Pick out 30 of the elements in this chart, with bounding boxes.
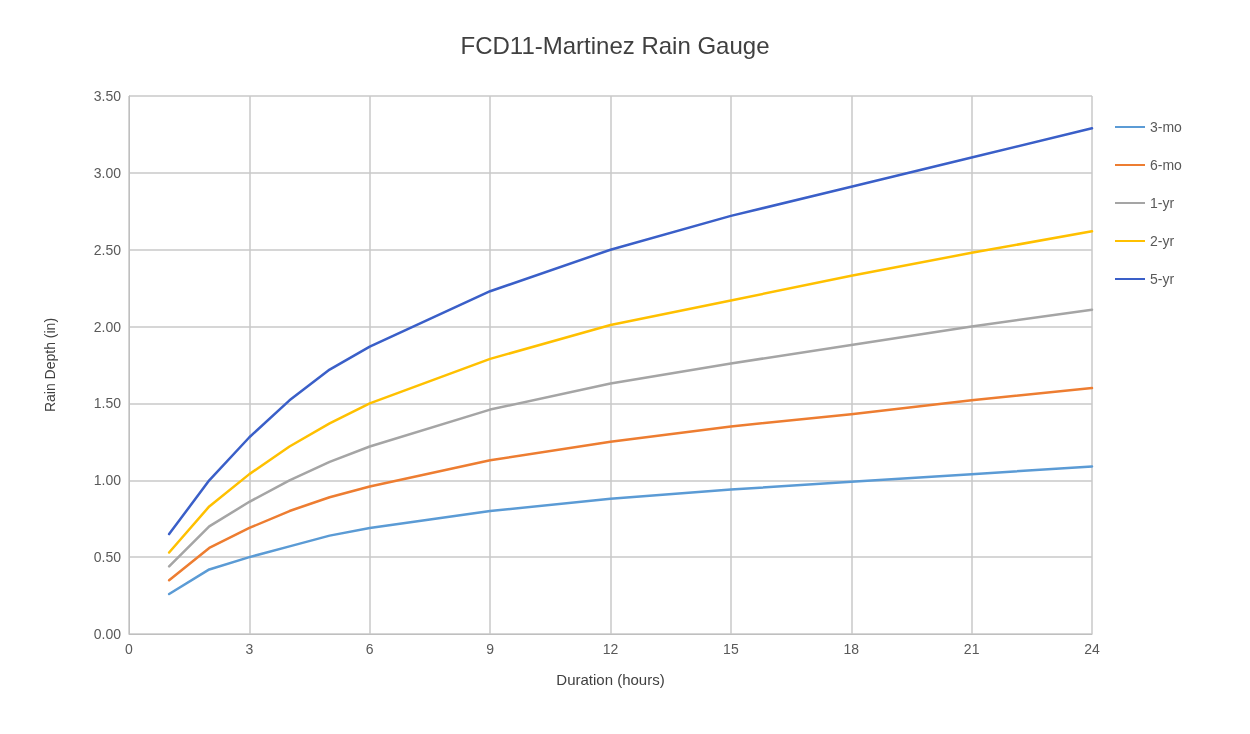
x-tick-label: 12	[602, 641, 619, 657]
legend-label: 6-mo	[1150, 157, 1183, 173]
y-tick-label: 0.00	[93, 626, 122, 642]
x-tick-label: 9	[486, 641, 495, 657]
y-tick-label: 1.00	[93, 472, 122, 489]
line-series	[167, 386, 1094, 582]
legend-label: 1-yr	[1150, 195, 1175, 211]
x-tick-label: 21	[963, 641, 980, 657]
y-tick-label: 2.50	[93, 241, 122, 258]
x-axis-title: Duration (hours)	[556, 671, 665, 688]
x-tick-label: 24	[1084, 641, 1100, 657]
x-tick-label: 15	[723, 641, 739, 657]
y-tick-label: 3.50	[93, 88, 122, 104]
legend-label: 3-mo	[1150, 119, 1183, 135]
line-series	[167, 230, 1094, 554]
x-tick-label: 3	[245, 641, 254, 657]
x-tick-label: 18	[843, 641, 860, 657]
y-tick-label: 1.50	[93, 395, 122, 412]
x-tick-label: 0	[125, 641, 134, 657]
y-tick-label: 0.50	[93, 549, 122, 566]
line-series	[167, 308, 1094, 568]
chart-title: FCD11-Martinez Rain Gauge	[460, 31, 770, 59]
legend-label: 2-yr	[1150, 233, 1175, 249]
x-tick-label: 6	[365, 641, 374, 657]
line-series	[167, 127, 1094, 536]
y-axis-title: Rain Depth (in)	[42, 317, 58, 413]
line-series	[167, 465, 1094, 596]
y-tick-label: 2.00	[93, 318, 122, 335]
legend-label: 5-yr	[1150, 271, 1175, 287]
y-tick-label: 3.00	[93, 164, 122, 181]
